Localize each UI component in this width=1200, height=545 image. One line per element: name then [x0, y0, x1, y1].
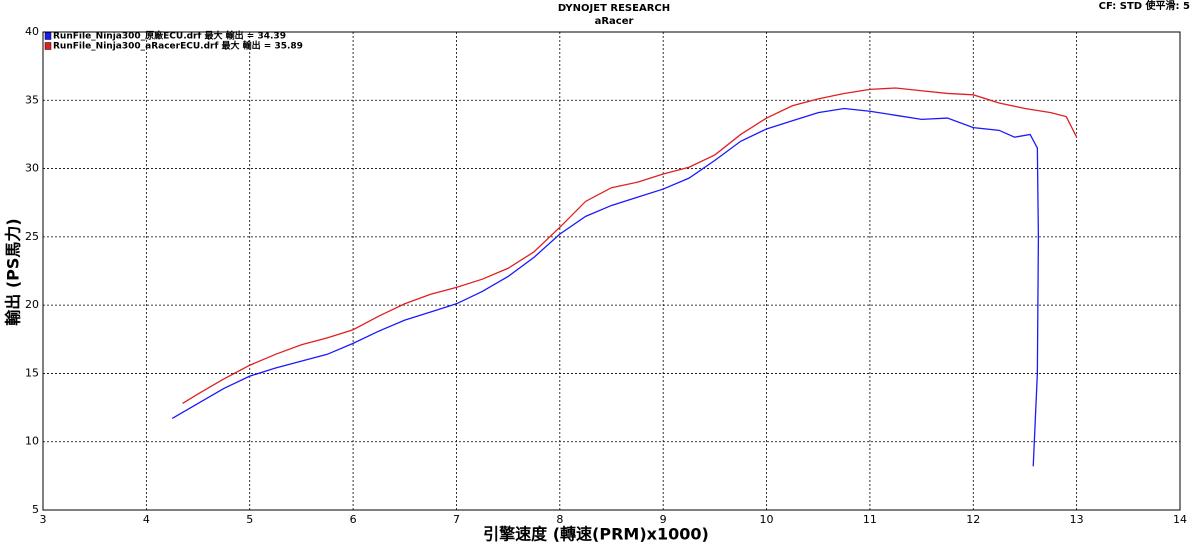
y-tick-label: 5 [32, 503, 39, 516]
chart-subtitle: aRacer [595, 16, 634, 27]
x-tick-label: 8 [556, 513, 563, 526]
x-tick-label: 9 [660, 513, 667, 526]
y-tick-label: 35 [25, 93, 39, 106]
y-tick-label: 10 [25, 435, 39, 448]
x-tick-label: 10 [760, 513, 774, 526]
x-tick-label: 4 [143, 513, 150, 526]
chart-title: DYNOJET RESEARCH [558, 3, 670, 14]
series-line [171, 107, 1040, 467]
legend-swatch [44, 42, 52, 50]
y-tick-label: 40 [25, 25, 39, 38]
y-tick-label: 25 [25, 230, 39, 243]
x-tick-label: 14 [1173, 513, 1187, 526]
x-tick-label: 12 [966, 513, 980, 526]
y-tick-label: 30 [25, 162, 39, 175]
legend-label: RunFile_Ninja300_aRacerECU.drf 最大 輸出 = 3… [53, 40, 303, 52]
x-tick-label: 11 [863, 513, 877, 526]
x-tick-label: 6 [350, 513, 357, 526]
corner-note: CF: STD 使平滑: 5 [1099, 0, 1190, 12]
x-tick-label: 7 [453, 513, 460, 526]
plot-area [43, 32, 1180, 510]
legend-swatch [44, 32, 52, 40]
x-tick-label: 3 [40, 513, 47, 526]
x-tick-label: 13 [1070, 513, 1084, 526]
y-tick-label: 20 [25, 298, 39, 311]
x-tick-label: 5 [246, 513, 253, 526]
plot-border [42, 31, 1181, 511]
y-axis-label: 輸出 (PS馬力) [4, 218, 23, 325]
x-axis-label: 引擎速度 (轉速(PRM)x1000) [483, 525, 709, 544]
y-tick-label: 15 [25, 366, 39, 379]
series-line [182, 87, 1078, 405]
legend-label: RunFile_Ninja300_原廠ECU.drf 最大 輸出 = 34.39 [53, 30, 286, 42]
